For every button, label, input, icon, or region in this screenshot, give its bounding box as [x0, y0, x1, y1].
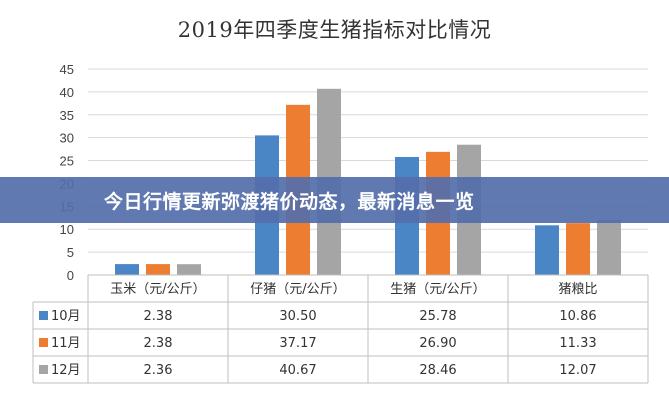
legend-label: 12月: [51, 363, 81, 378]
bar: [566, 223, 590, 275]
data-label: 11.33: [559, 336, 596, 351]
y-tick-label: 40: [60, 85, 74, 100]
data-label: 37.17: [279, 336, 316, 351]
legend-swatch: [39, 365, 48, 374]
data-label: 2.36: [144, 363, 173, 378]
y-tick-label: 45: [60, 62, 74, 77]
banner-headline: 今日行情更新弥渡猪价动态，最新消息一览: [104, 191, 475, 213]
data-label: 12.07: [559, 363, 596, 378]
legend-swatch: [39, 338, 48, 347]
y-tick-label: 0: [67, 268, 74, 283]
legend-swatch: [39, 311, 48, 320]
data-label: 10.86: [559, 309, 596, 324]
data-label: 26.90: [419, 336, 456, 351]
bar: [177, 264, 201, 275]
bar: [115, 264, 139, 275]
y-tick-label: 25: [60, 154, 74, 169]
bar: [146, 264, 170, 275]
legend-label: 11月: [51, 336, 81, 351]
data-label: 25.78: [419, 309, 456, 324]
x-category-label: 玉米（元/公斤）: [110, 282, 205, 297]
y-axis: 051015202530354045: [60, 62, 74, 283]
banner-overlay: [0, 177, 669, 223]
y-tick-label: 35: [60, 108, 74, 123]
data-label: 2.38: [144, 336, 173, 351]
data-label: 40.67: [279, 363, 316, 378]
y-tick-label: 5: [67, 245, 74, 260]
data-label: 28.46: [419, 363, 456, 378]
x-category-label: 猪粮比: [558, 282, 597, 297]
legend-label: 10月: [51, 309, 81, 324]
chart-title: 2019年四季度生猪指标对比情况: [177, 18, 492, 42]
data-label: 2.38: [144, 309, 173, 324]
grid-layer: [88, 68, 648, 276]
y-tick-label: 30: [60, 131, 74, 146]
bar: [597, 219, 621, 275]
y-tick-label: 10: [60, 222, 74, 237]
x-category-label: 生猪（元/公斤）: [390, 282, 485, 297]
data-label: 30.50: [279, 309, 316, 324]
bar: [535, 225, 559, 275]
data-table: 玉米（元/公斤） 仔猪（元/公斤） 生猪（元/公斤） 猪粮比 10月 2.38 30.50 2…: [32, 274, 649, 384]
x-category-label: 仔猪（元/公斤）: [250, 282, 345, 297]
